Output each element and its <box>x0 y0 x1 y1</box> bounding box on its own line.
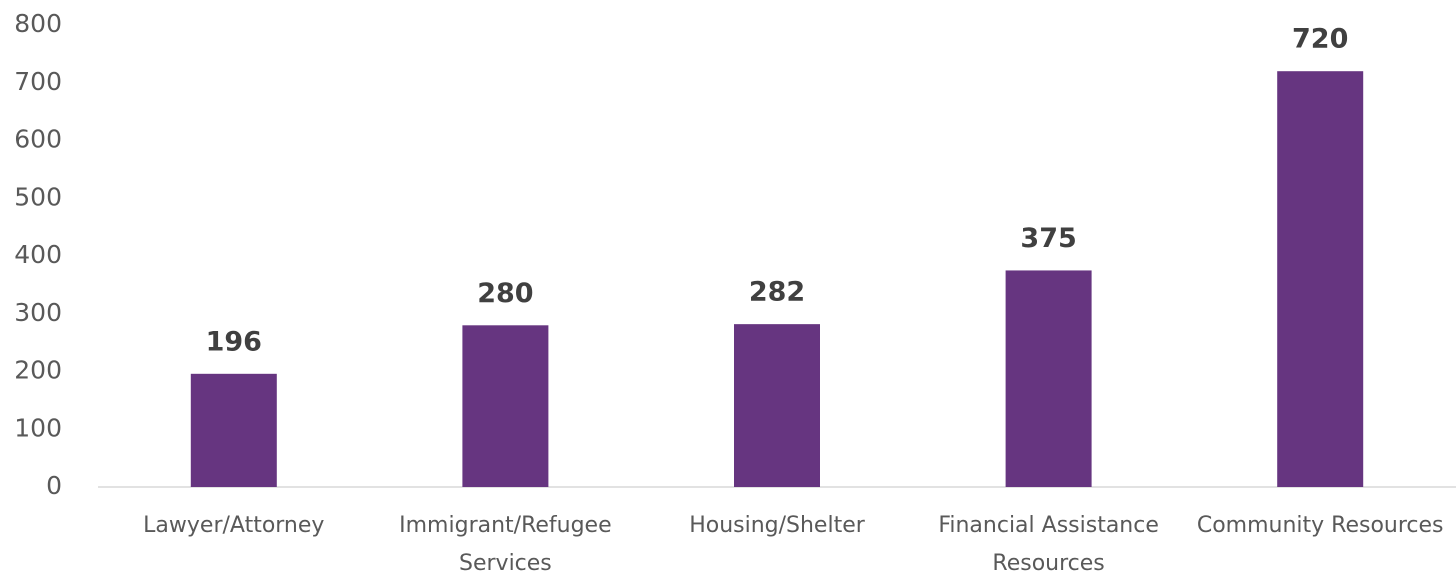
x-tick-label: Lawyer/Attorney <box>143 513 325 538</box>
value-label: 282 <box>749 277 805 308</box>
y-tick-label: 800 <box>14 9 62 38</box>
y-tick-label: 100 <box>14 413 62 442</box>
bar <box>1277 71 1364 487</box>
value-label: 375 <box>1020 223 1076 254</box>
value-label: 720 <box>1292 24 1348 55</box>
value-label: 280 <box>477 278 533 309</box>
x-tick-label: Immigrant/Refugee Services <box>399 513 612 576</box>
bar <box>1005 270 1092 487</box>
y-tick-label: 400 <box>14 240 62 269</box>
x-tick-label: Financial Assistance Resources <box>938 513 1159 576</box>
x-tick-label: Housing/Shelter <box>689 513 865 538</box>
y-tick-label: 600 <box>14 125 62 154</box>
y-tick-label: 0 <box>46 471 62 500</box>
x-tick-label: Community Resources <box>1196 513 1444 538</box>
bar <box>734 324 820 487</box>
y-tick-label: 200 <box>14 356 62 385</box>
bar <box>462 325 549 487</box>
y-tick-label: 300 <box>14 298 62 327</box>
y-tick-label: 500 <box>14 182 62 211</box>
value-label: 196 <box>206 326 262 357</box>
y-tick-label: 700 <box>14 67 62 96</box>
bar <box>190 373 277 487</box>
